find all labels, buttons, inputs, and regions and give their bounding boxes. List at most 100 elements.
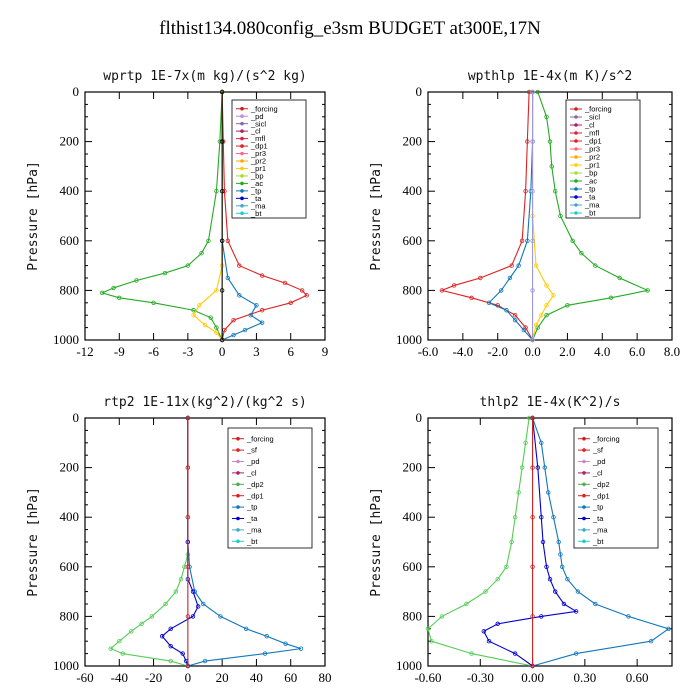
data-point — [206, 238, 211, 243]
data-point — [231, 317, 236, 323]
legend-marker — [574, 163, 578, 167]
panel-title: wprtp 1E-7x(m kg)/(s^2 kg) — [103, 69, 307, 84]
data-point — [533, 263, 539, 268]
legend-label: _pr3 — [250, 149, 266, 158]
legend-label: _forcing — [584, 105, 612, 114]
legend-box — [231, 99, 307, 219]
data-point — [439, 288, 445, 293]
legend-marker — [236, 516, 240, 521]
data-point — [191, 308, 196, 313]
series-line-ta — [161, 418, 199, 667]
legend-marker — [582, 448, 586, 452]
data-point — [199, 250, 204, 256]
data-point — [530, 238, 535, 243]
legend-marker — [240, 144, 244, 148]
legend-marker — [236, 436, 240, 441]
data-point — [593, 601, 598, 607]
data-point — [108, 646, 113, 651]
legend-marker — [236, 528, 240, 532]
data-point — [530, 515, 535, 520]
data-point — [626, 614, 631, 619]
panel-title: rtp2 1E-11x(kg^2)/(kg^2 s) — [103, 395, 307, 410]
data-point — [483, 589, 488, 594]
legend-marker — [582, 539, 586, 544]
data-point — [573, 609, 579, 614]
data-point — [544, 313, 549, 318]
data-point — [558, 213, 563, 219]
y-tick-label: 1000 — [396, 332, 422, 347]
data-point — [530, 188, 535, 194]
legend: _forcing_pd_sicl_cl_mfl_dp1_pr3_pr2_pr1_… — [231, 99, 307, 219]
legend-box — [573, 427, 659, 549]
data-point — [111, 285, 116, 291]
y-axis-label: Pressure [hPa] — [369, 161, 384, 271]
data-point — [481, 629, 486, 634]
data-point — [540, 539, 546, 545]
legend-label: _sicl — [250, 119, 266, 128]
data-point — [486, 300, 492, 305]
legend-label: _mfl — [250, 134, 266, 143]
legend-label: _ta — [246, 514, 258, 523]
legend-label: _dp2 — [592, 480, 610, 489]
data-point — [219, 139, 225, 144]
data-point — [139, 621, 144, 627]
legend-label: _ta — [584, 193, 596, 202]
data-point — [544, 303, 549, 308]
x-tick-label: -4.0 — [453, 344, 474, 359]
y-tick-label: 400 — [60, 183, 80, 198]
data-point — [558, 552, 563, 557]
y-tick-label: 400 — [403, 183, 423, 198]
data-point — [523, 440, 528, 445]
series-line-tp — [532, 417, 670, 667]
legend-label: _ma — [584, 201, 600, 210]
legend: _forcing _sf _pd _cl _dp2 _dp1 _tp _ta _ma _bt — [227, 427, 313, 549]
data-point — [648, 639, 654, 644]
x-tick-label: 60 — [284, 670, 297, 685]
y-tick-label: 800 — [60, 608, 80, 623]
data-point — [185, 663, 191, 669]
data-point — [593, 263, 598, 268]
series-line-ta — [483, 417, 578, 667]
legend-label: _dp1 — [246, 491, 264, 500]
legend-marker — [582, 436, 586, 441]
data-point — [570, 238, 575, 243]
data-point — [560, 564, 565, 569]
legend-marker — [240, 166, 244, 171]
data-point — [530, 139, 535, 144]
legend-label: _cl — [250, 127, 261, 136]
legend-marker — [236, 448, 240, 452]
x-tick-label: 3 — [253, 344, 260, 359]
data-point — [553, 589, 558, 594]
data-point — [219, 188, 225, 194]
legend-marker — [240, 151, 244, 156]
y-tick-label: 1000 — [53, 332, 79, 347]
data-point — [521, 327, 527, 333]
panel-3: rtp2 1E-11x(kg^2)/(kg^2 s) Pressure [hPa]… — [26, 395, 332, 685]
data-point — [219, 337, 225, 343]
y-tick-label: 400 — [60, 509, 80, 524]
legend-label: _pr1 — [584, 161, 600, 170]
legend-label: _cl — [584, 121, 595, 130]
data-point — [549, 164, 554, 169]
data-point — [509, 539, 514, 545]
legend-label: _bt — [250, 209, 262, 218]
x-tick-label: 0 — [219, 344, 226, 359]
legend-marker — [240, 136, 244, 141]
series-line-dp1 — [221, 91, 308, 341]
series-line-dp1 — [440, 91, 534, 341]
legend-label: _ta — [592, 514, 604, 523]
y-tick-label: 0 — [73, 84, 80, 99]
legend-marker — [236, 505, 240, 509]
data-point — [283, 641, 288, 646]
x-tick-label: 8.0 — [664, 344, 680, 359]
series-line-tp — [488, 92, 534, 341]
data-point — [259, 308, 265, 313]
x-tick-label: 9 — [322, 344, 329, 359]
x-tick-label: 40 — [250, 670, 263, 685]
data-point — [191, 313, 196, 318]
legend-label: _ma — [592, 526, 608, 535]
y-tick-label: 400 — [403, 509, 423, 524]
legend-label: _cl — [592, 469, 603, 478]
data-point — [298, 646, 304, 651]
y-tick-label: 800 — [403, 608, 423, 623]
